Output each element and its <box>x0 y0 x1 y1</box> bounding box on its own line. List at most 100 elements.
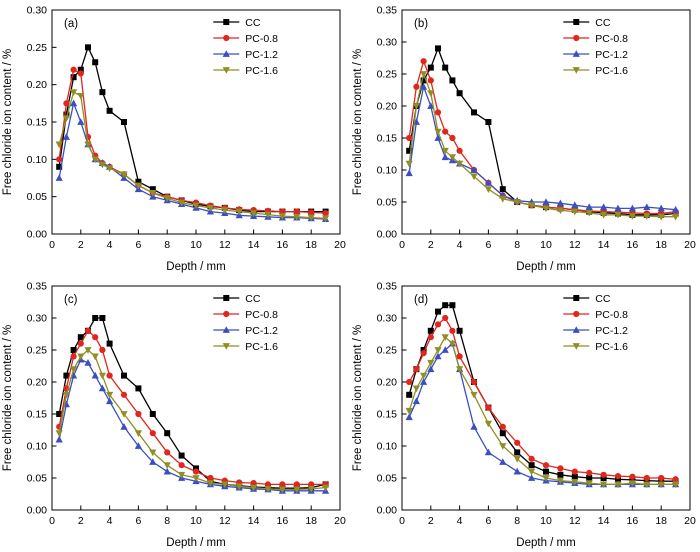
series-marker <box>85 44 91 51</box>
series-marker <box>99 89 106 96</box>
series-marker <box>120 411 128 418</box>
series-marker <box>308 209 315 216</box>
series-marker <box>134 442 142 449</box>
x-tick-label: 2 <box>428 515 434 527</box>
series-marker <box>307 214 315 222</box>
series-marker <box>456 160 464 168</box>
series-marker <box>206 204 214 212</box>
series-marker <box>178 471 186 479</box>
x-tick-label: 8 <box>514 515 520 527</box>
series-marker <box>223 310 230 318</box>
series-marker <box>264 485 272 493</box>
series-marker <box>571 468 578 475</box>
series-marker <box>307 485 315 493</box>
series-marker <box>435 45 441 52</box>
x-tick-label: 14 <box>248 239 260 251</box>
series-marker <box>206 480 214 487</box>
series-marker <box>448 340 456 348</box>
series-marker <box>600 471 607 478</box>
legend-label: PC-1.6 <box>595 341 628 353</box>
series-marker <box>70 366 78 373</box>
y-tick-label: 0.30 <box>27 313 48 325</box>
series-marker <box>434 321 442 328</box>
series-marker <box>149 458 157 465</box>
series-marker <box>572 343 580 350</box>
x-tick-label: 14 <box>598 515 610 527</box>
y-tick-label: 0.15 <box>27 117 48 129</box>
series-marker <box>98 384 106 392</box>
series-marker <box>98 372 106 380</box>
series-marker <box>99 346 106 354</box>
series-marker <box>106 391 114 399</box>
y-tick-label: 0.30 <box>377 313 398 325</box>
x-tick-label: 4 <box>107 515 113 527</box>
series-marker <box>121 119 127 125</box>
legend-label: PC-1.6 <box>245 341 278 353</box>
series-marker <box>278 213 286 220</box>
series-marker <box>657 204 665 212</box>
series-marker <box>528 462 535 469</box>
series-line <box>408 336 676 486</box>
panel-d: 0 2 4 6 8 10 12 14 16 18 20 0.00 0.05 0.10 0.15 0.20 0.2… <box>350 276 700 552</box>
panel-b: 0 2 4 6 8 10 12 14 16 18 20 0.00 0.05 0.10 0.15 0.20 0.2… <box>350 0 700 276</box>
series-marker <box>56 156 63 163</box>
series-marker <box>222 326 230 333</box>
series-marker <box>572 326 580 333</box>
series-marker <box>557 465 564 472</box>
series-marker <box>121 372 127 379</box>
y-tick-label: 0.10 <box>377 165 398 177</box>
series-marker <box>672 476 679 483</box>
series-marker <box>164 430 171 437</box>
series-marker <box>278 486 286 494</box>
series-marker <box>427 334 434 341</box>
series-marker <box>235 483 243 491</box>
y-tick-label: 0.20 <box>377 101 398 113</box>
series-marker <box>279 481 286 488</box>
series-marker <box>120 171 128 179</box>
y-tick-label: 0.15 <box>377 133 398 145</box>
chart-svg: 0 2 4 6 8 10 12 14 16 18 20 0.00 0.05 0.10 0.15 0.20 0.2… <box>352 5 696 274</box>
series-marker <box>77 334 84 341</box>
x-tick-label: 0 <box>49 239 55 251</box>
x-tick-label: 6 <box>135 515 141 527</box>
series-marker <box>192 202 200 210</box>
series-marker <box>585 203 593 211</box>
y-axis-label: Free chloride ion content / % <box>2 49 14 195</box>
series-marker <box>629 476 636 483</box>
series-marker <box>62 391 70 399</box>
series-marker <box>528 468 536 476</box>
series-marker <box>163 195 171 202</box>
x-axis-label: Depth / mm <box>516 261 575 273</box>
y-tick-label: 0.20 <box>27 79 48 91</box>
y-axis-label: Free chloride ion content / % <box>352 49 364 195</box>
series-marker <box>420 83 428 90</box>
x-tick-label: 0 <box>399 515 405 527</box>
series-marker <box>456 147 463 154</box>
series-marker <box>250 210 258 217</box>
series-marker <box>222 50 230 57</box>
series-marker <box>120 391 128 398</box>
legend-label: CC <box>245 17 261 29</box>
series-marker <box>543 468 549 475</box>
series-marker <box>178 462 185 469</box>
series-marker <box>614 211 622 219</box>
series-marker <box>164 449 171 456</box>
x-tick-label: 18 <box>305 515 317 527</box>
legend-label: PC-1.6 <box>595 65 628 77</box>
y-tick-label: 0.00 <box>27 505 48 517</box>
series-marker <box>92 59 99 66</box>
series-marker <box>657 213 665 221</box>
series-marker <box>135 385 142 392</box>
series-line <box>58 91 326 219</box>
series-marker <box>413 366 420 373</box>
series-marker <box>77 118 85 125</box>
series-marker <box>573 295 580 301</box>
legend-label: PC-1.6 <box>245 65 278 77</box>
series-marker <box>77 70 84 77</box>
series-marker <box>106 107 113 114</box>
series-marker <box>672 481 680 489</box>
series-marker <box>435 308 441 315</box>
series-marker <box>628 204 636 212</box>
legend-label: PC-0.8 <box>245 33 278 45</box>
x-tick-label: 20 <box>684 515 696 527</box>
